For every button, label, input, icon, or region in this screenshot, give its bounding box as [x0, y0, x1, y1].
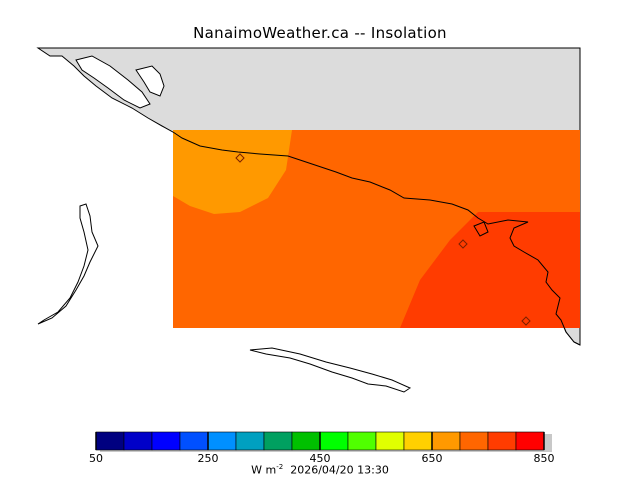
map-title: NanaimoWeather.ca -- Insolation	[193, 24, 447, 42]
legend-swatch	[459, 431, 489, 451]
coastline	[172, 131, 581, 346]
legend-swatch	[123, 431, 153, 451]
island-west	[37, 203, 99, 325]
legend-swatch	[347, 431, 377, 451]
legend-swatch	[487, 431, 517, 451]
insolation-field	[173, 130, 580, 328]
station-marker	[458, 239, 468, 249]
legend-swatch	[235, 431, 265, 451]
legend-swatch	[403, 431, 433, 451]
legend-swatch	[179, 431, 209, 451]
legend-swatch	[431, 431, 461, 451]
legend-swatch	[151, 431, 181, 451]
legend-swatch	[95, 431, 125, 451]
legend-swatch	[515, 431, 545, 451]
legend-tick-label: 250	[198, 452, 219, 465]
legend-tick-label: 50	[89, 452, 103, 465]
units-label: W m	[251, 463, 277, 477]
island-east	[473, 221, 489, 237]
timestamp: 2026/04/20 13:30	[290, 463, 389, 477]
lake-1	[75, 55, 151, 109]
lake-2	[135, 65, 165, 97]
legend-swatch	[375, 431, 405, 451]
station-marker	[521, 316, 531, 326]
station-marker	[235, 153, 245, 163]
units-exponent: -2	[276, 463, 284, 471]
legend-tick-label: 850	[534, 452, 555, 465]
legend-swatch	[263, 431, 293, 451]
units-and-time: W m-2 2026/04/20 13:30	[0, 463, 640, 477]
legend-swatch	[291, 431, 321, 451]
legend-swatch	[319, 431, 349, 451]
legend-tick-label: 650	[422, 452, 443, 465]
legend-swatch	[207, 431, 237, 451]
legend-tick-label: 450	[310, 452, 331, 465]
island-south	[249, 347, 412, 393]
